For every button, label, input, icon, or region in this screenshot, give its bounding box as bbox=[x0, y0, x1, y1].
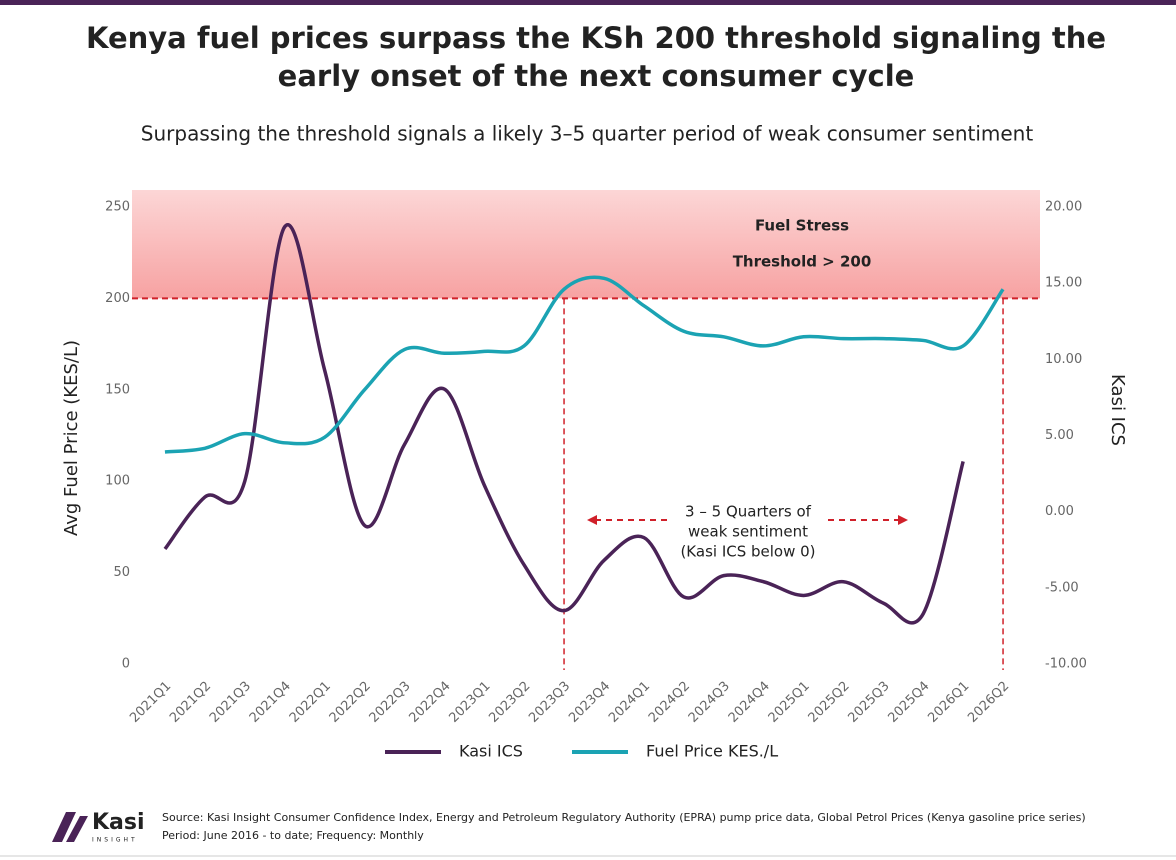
x-tick-label: 2023Q1 bbox=[446, 679, 493, 726]
x-tick-label: 2024Q3 bbox=[686, 679, 733, 726]
y2-tick-label: 5.00 bbox=[1045, 428, 1074, 443]
x-tick-label: 2025Q3 bbox=[846, 679, 893, 726]
y-tick-label: 250 bbox=[105, 200, 130, 215]
x-tick-label: 2022Q4 bbox=[407, 679, 454, 726]
y2-tick-label: -10.00 bbox=[1045, 657, 1087, 672]
x-tick-label: 2024Q2 bbox=[646, 679, 693, 726]
x-tick-label: 2023Q2 bbox=[486, 679, 533, 726]
arrow-head bbox=[898, 515, 908, 525]
annotation: weak sentiment bbox=[688, 523, 808, 541]
chart-title: early onset of the next consumer cycle bbox=[278, 59, 915, 93]
y-axis-label: Avg Fuel Price (KES/L) bbox=[61, 340, 82, 536]
y2-tick-label: 20.00 bbox=[1045, 200, 1082, 215]
band-label: Threshold > 200 bbox=[733, 253, 872, 271]
x-tick-label: 2022Q1 bbox=[287, 679, 334, 726]
legend-label: Kasi ICS bbox=[459, 742, 523, 761]
x-tick-label: 2025Q1 bbox=[766, 679, 813, 726]
y-tick-label: 0 bbox=[122, 657, 130, 672]
arrow-head bbox=[587, 515, 597, 525]
chart-subtitle: Surpassing the threshold signals a likel… bbox=[141, 122, 1034, 146]
x-tick-label: 2022Q2 bbox=[327, 679, 374, 726]
annotation: (Kasi ICS below 0) bbox=[680, 543, 815, 561]
band-label: Fuel Stress bbox=[755, 217, 849, 235]
x-tick-label: 2026Q1 bbox=[925, 679, 972, 726]
top-bar bbox=[0, 0, 1176, 5]
logo-text: Kasi bbox=[92, 810, 145, 835]
logo-icon bbox=[52, 812, 88, 842]
y-tick-label: 200 bbox=[105, 291, 130, 306]
legend-label: Fuel Price KES./L bbox=[646, 742, 778, 761]
x-tick-label: 2024Q4 bbox=[726, 679, 773, 726]
series-line bbox=[163, 223, 965, 625]
x-tick-label: 2026Q2 bbox=[965, 679, 1012, 726]
threshold-band bbox=[132, 190, 1040, 299]
y2-tick-label: -5.00 bbox=[1045, 580, 1079, 595]
x-tick-label: 2021Q2 bbox=[167, 679, 214, 726]
logo-subtext: INSIGHT bbox=[92, 837, 138, 844]
y-tick-label: 100 bbox=[105, 474, 130, 489]
annotation: 3 – 5 Quarters of bbox=[685, 503, 812, 521]
legend: Kasi ICS Fuel Price KES./L bbox=[385, 742, 778, 761]
chart-title: Kenya fuel prices surpass the KSh 200 th… bbox=[86, 21, 1106, 55]
x-tick-label: 2023Q4 bbox=[566, 679, 613, 726]
x-tick-label: 2021Q3 bbox=[207, 679, 254, 726]
y2-tick-label: 15.00 bbox=[1045, 276, 1082, 291]
x-tick-label: 2023Q3 bbox=[526, 679, 573, 726]
x-tick-label: 2025Q4 bbox=[885, 679, 932, 726]
series-line bbox=[164, 275, 1005, 454]
y-tick-label: 50 bbox=[113, 565, 130, 580]
y2-tick-label: 0.00 bbox=[1045, 504, 1074, 519]
x-tick-label: 2021Q1 bbox=[127, 679, 174, 726]
x-tick-label: 2025Q2 bbox=[806, 679, 853, 726]
x-tick-label: 2022Q3 bbox=[367, 679, 414, 726]
x-tick-label: 2021Q4 bbox=[247, 679, 294, 726]
x-tick-label: 2024Q1 bbox=[606, 679, 653, 726]
y2-axis-label: Kasi ICS bbox=[1107, 374, 1128, 446]
source: Period: June 2016 - to date; Frequency: … bbox=[162, 829, 424, 842]
y-tick-label: 150 bbox=[105, 382, 130, 397]
source: Source: Kasi Insight Consumer Confidence… bbox=[162, 811, 1086, 824]
y2-tick-label: 10.00 bbox=[1045, 352, 1082, 367]
